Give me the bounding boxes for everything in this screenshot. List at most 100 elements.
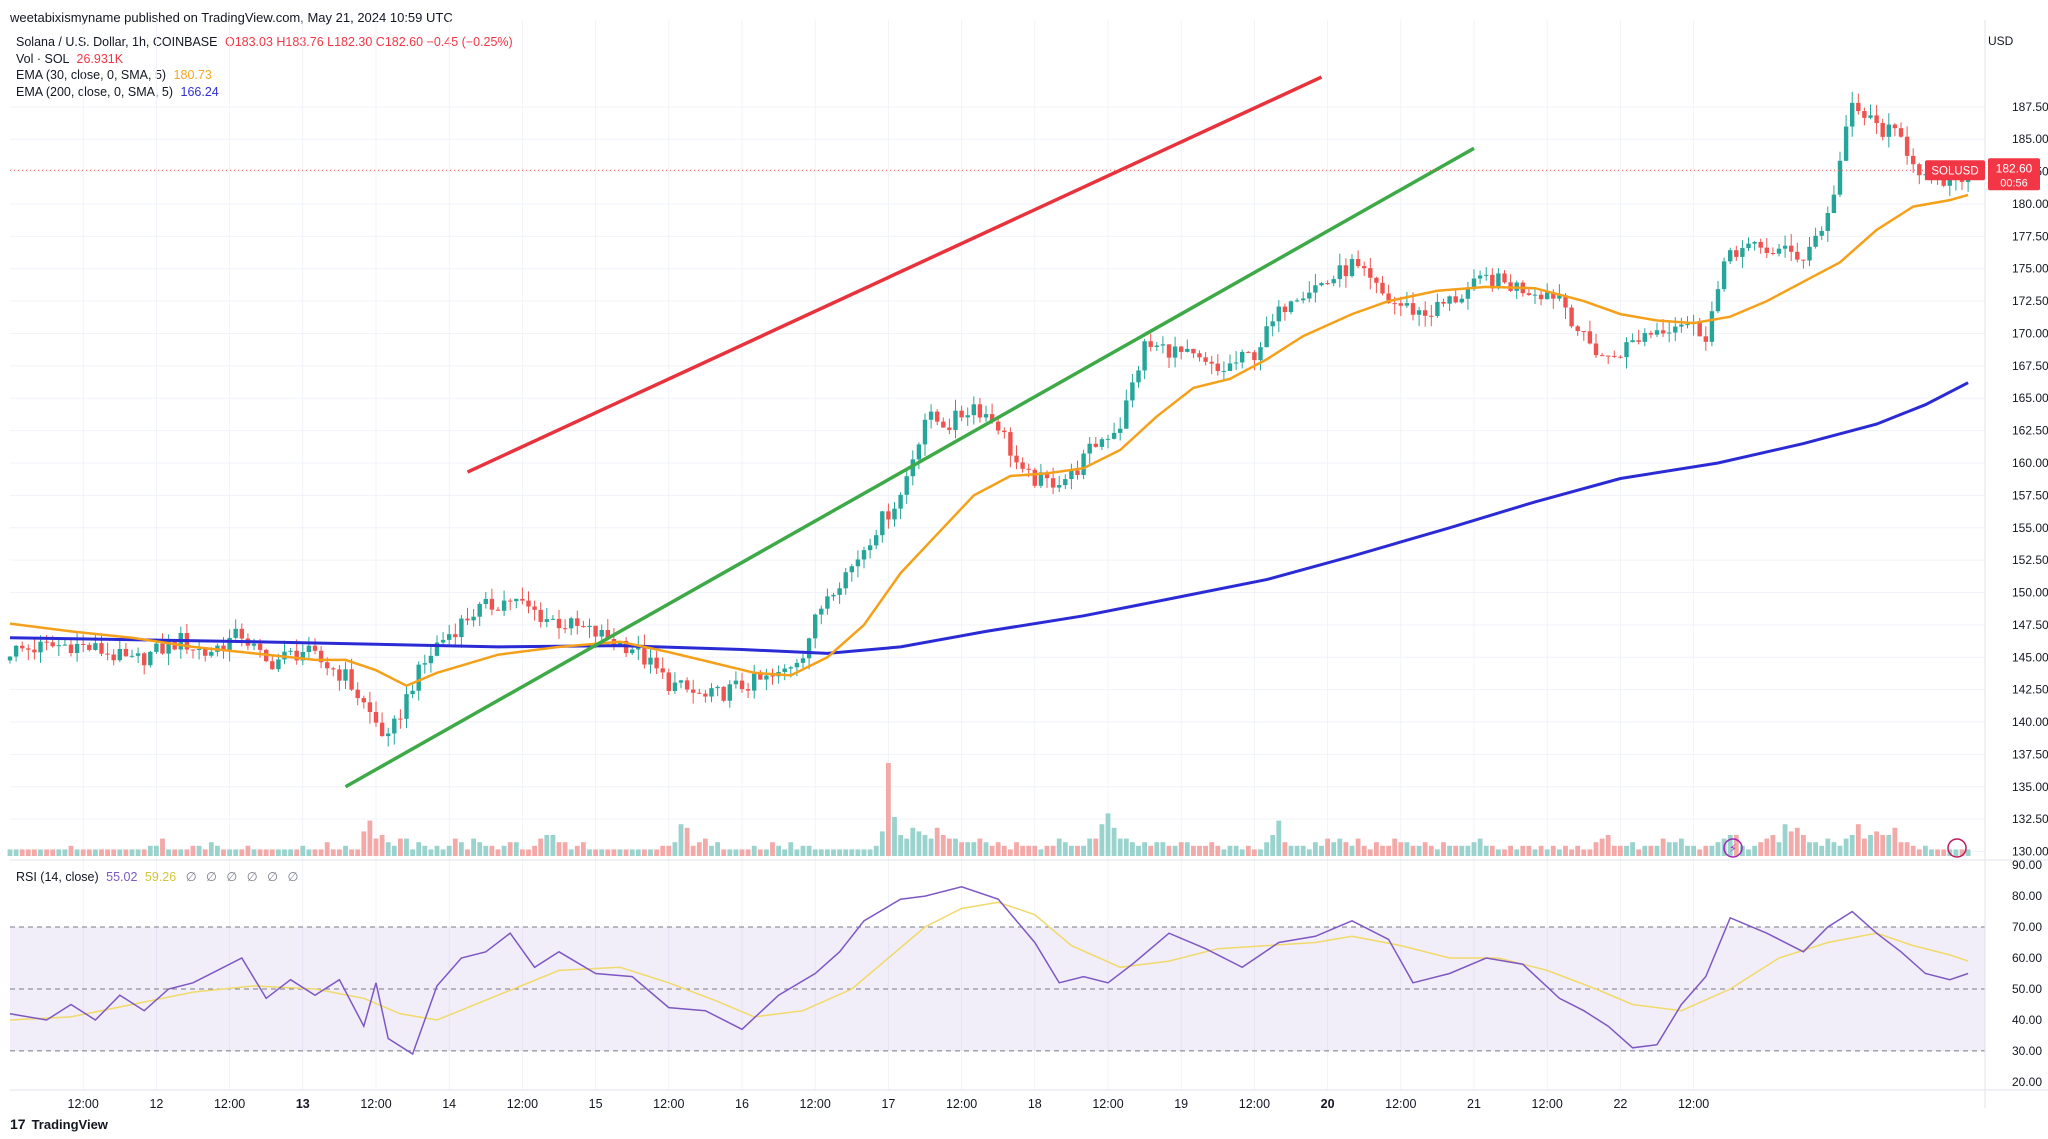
candle-body [325, 662, 330, 669]
price-tick-label: 150.00 [2012, 586, 2048, 600]
candle-body [1636, 340, 1641, 342]
candle-body [221, 645, 226, 651]
candle-body [440, 639, 446, 643]
volume-bar [1666, 842, 1672, 856]
candle-body [886, 511, 891, 520]
lightning-icon[interactable] [1723, 838, 1743, 858]
candle-body [1081, 453, 1086, 476]
candle-body [1282, 306, 1288, 313]
candle-body [1026, 468, 1031, 470]
time-tick-label: 12:00 [507, 1097, 538, 1111]
candle-body [300, 651, 305, 661]
candle-body [123, 648, 129, 657]
candle-body [203, 648, 208, 656]
volume-bar [367, 820, 373, 856]
candle-body [1246, 351, 1251, 353]
volume-bar [1209, 842, 1215, 856]
candle-body [1892, 124, 1898, 129]
volume-bar [1538, 845, 1544, 856]
candle-body [1581, 331, 1586, 333]
candle-body [32, 649, 37, 653]
candle-body [1868, 115, 1873, 118]
volume-bar [782, 849, 788, 856]
candle-body [239, 628, 244, 639]
currency-label[interactable]: USD [1988, 34, 2014, 48]
legend-ema30-row[interactable]: EMA (30, close, 0, SMA, 5) 180.73 [16, 67, 513, 84]
volume-bar [1813, 842, 1818, 856]
rsi-line [9, 886, 1969, 1056]
volume-bar [172, 849, 178, 856]
time-tick-label: 15 [589, 1097, 603, 1111]
volume-bar [965, 842, 971, 856]
candle-body [1477, 275, 1483, 279]
volume-bar [32, 849, 37, 856]
volume-bar [1032, 845, 1038, 856]
candle-body [1050, 478, 1056, 488]
volume-bar [709, 845, 714, 856]
volume-bar [867, 849, 873, 856]
legend-volume-row[interactable]: Vol · SOL 26.931K [16, 51, 513, 68]
volume-bar [1069, 845, 1074, 856]
candle-body [1843, 126, 1849, 161]
candle-body [1624, 342, 1629, 358]
volume-bar [62, 849, 68, 856]
candle-body [1648, 333, 1654, 335]
volume-bar [1514, 849, 1520, 856]
candle-body [1862, 111, 1867, 118]
legend-ohlc: O183.03 H183.76 L182.30 C182.60 −0.45 (−… [224, 35, 513, 49]
volume-bar [1416, 845, 1422, 856]
price-tick-label: 170.00 [2012, 326, 2048, 340]
rsi-label: RSI (14, close) [16, 870, 99, 884]
candle-body [581, 625, 586, 628]
volume-bar [196, 845, 202, 856]
tradingview-brand[interactable]: 17 TradingView [10, 1116, 108, 1132]
volume-bar [495, 849, 501, 856]
candle-body [1075, 470, 1080, 476]
price-tick-label: 180.00 [2012, 197, 2048, 211]
volume-bar [733, 849, 739, 856]
candle-body [1276, 306, 1281, 322]
volume-bar [1374, 842, 1379, 856]
candle-body [1496, 273, 1501, 289]
candle-body [678, 680, 684, 683]
candle-body [471, 616, 476, 621]
legend-symbol-row[interactable]: Solana / U.S. Dollar, 1h, COINBASE O183.… [16, 34, 513, 51]
candle-body [971, 404, 976, 416]
volume-bar [1825, 838, 1831, 856]
candle-body [1721, 261, 1727, 290]
volume-bar [1087, 838, 1093, 856]
candle-body [1557, 295, 1562, 299]
volume-bar [337, 849, 342, 856]
volume-bar [1227, 845, 1233, 856]
volume-bar [861, 849, 867, 856]
candle-body [105, 653, 110, 655]
price-tick-label: 160.00 [2012, 456, 2048, 470]
time-tick-label: 12:00 [1532, 1097, 1563, 1111]
time-tick-label: 20 [1321, 1097, 1335, 1111]
candle-body [1063, 479, 1068, 486]
candle-body [672, 682, 678, 692]
volume-bar [1532, 849, 1538, 856]
candle-body [428, 655, 434, 664]
candle-body [1538, 294, 1544, 300]
candle-body [806, 638, 812, 659]
volume-bar [300, 845, 306, 856]
volume-bar [1703, 845, 1709, 856]
legend-ema200-row[interactable]: EMA (200, close, 0, SMA, 5) 166.24 [16, 84, 513, 101]
candle-body [593, 625, 598, 637]
volume-bar [1959, 849, 1965, 856]
volume-bar [1050, 845, 1056, 856]
candle-body [1020, 462, 1025, 469]
candle-body [1423, 310, 1428, 316]
rsi-legend[interactable]: RSI (14, close) 55.02 59.26 ∅ ∅ ∅ ∅ ∅ ∅ [16, 869, 301, 884]
candle-body [648, 657, 653, 665]
candle-body [7, 656, 13, 661]
candle-body [392, 718, 397, 734]
flag-icon[interactable] [1947, 838, 1967, 858]
candle-body [166, 641, 171, 654]
volume-bar [1965, 849, 1971, 856]
candle-body [343, 669, 348, 681]
volume-bar [800, 845, 806, 856]
volume-bar [1611, 845, 1617, 856]
